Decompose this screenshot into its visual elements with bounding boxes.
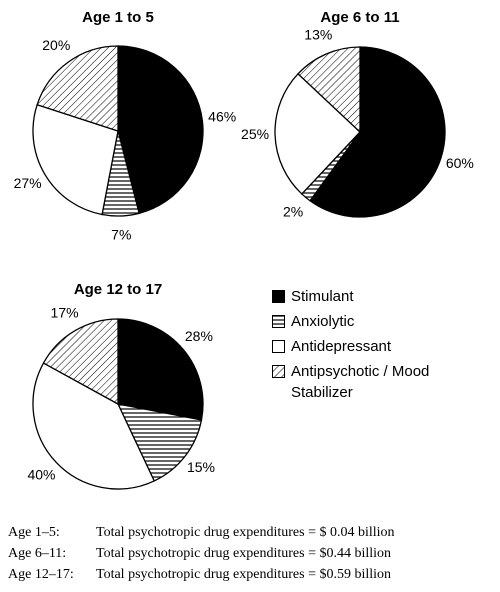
legend: Stimulant Anxiolytic Antidepressant Antipsy… [272,286,432,407]
slice-label: 46% [208,109,236,125]
pie-slice [297,46,361,134]
legend-item: Stimulant [272,286,432,307]
footnote: Age 12–17: Total psychotropic drug expend… [8,564,395,585]
pie-title: Age 6 to 11 [320,9,399,26]
slice-label: 60% [446,155,474,171]
legend-swatch-box [272,315,285,328]
footnote-label: Age 12–17: [8,567,74,582]
pie-slice [32,103,119,216]
legend-swatch-box [272,340,285,353]
legend-swatch-box [272,290,285,303]
legend-label: Anxiolytic [291,313,355,330]
footnote-text: Total psychotropic drug expenditures = $… [96,567,392,582]
footnote-label: Age 6–11: [8,546,67,561]
legend-swatch [272,340,285,353]
legend-item: Antipsychotic / Mood Stabilizer [272,361,432,403]
footnote-text: Total psychotropic drug expenditures = $… [96,525,395,540]
pie-title: Age 1 to 5 [82,9,154,26]
pie-slice [274,72,361,195]
pie-slice [116,403,203,482]
slice-label: 7% [111,227,131,243]
legend-item: Anxiolytic [272,311,432,332]
footnote-label: Age 1–5: [8,525,60,540]
legend-item: Antidepressant [272,336,432,357]
legend-swatch-box [272,365,285,378]
pie-slice [309,46,446,218]
slice-label: 15% [187,459,215,475]
pie-slice [36,45,119,132]
pie-slice [117,318,204,421]
pie-slice [42,318,119,406]
footnote: Age 6–11: Total psychotropic drug expendi… [8,543,395,564]
pie-title: Age 12 to 17 [74,281,162,298]
legend-swatch [272,315,285,328]
legend-label: Antipsychotic / Mood Stabilizer [291,363,430,401]
slice-label: 25% [241,126,269,142]
pie-slice [32,362,156,490]
pie-slice [117,45,204,215]
footnotes: Age 1–5: Total psychotropic drug expendit… [8,522,395,585]
chart: Age 1 to 5 46% 7% 27% 20% Age 6 to 11 60% 2% 25%… [14,9,474,490]
slice-label: 2% [283,204,303,220]
slice-label: 40% [27,467,55,483]
slice-label: 17% [51,304,79,320]
footnote-text: Total psychotropic drug expenditures = $… [96,546,392,561]
legend-label: Stimulant [291,288,354,305]
legend-swatch [272,290,285,303]
slice-label: 28% [185,328,213,344]
slice-label: 20% [42,37,70,53]
footnote: Age 1–5: Total psychotropic drug expendit… [8,522,395,543]
legend-label: Antidepressant [291,338,392,355]
slice-label: 27% [14,175,42,191]
legend-swatch [272,365,285,378]
slice-label: 13% [304,26,332,42]
